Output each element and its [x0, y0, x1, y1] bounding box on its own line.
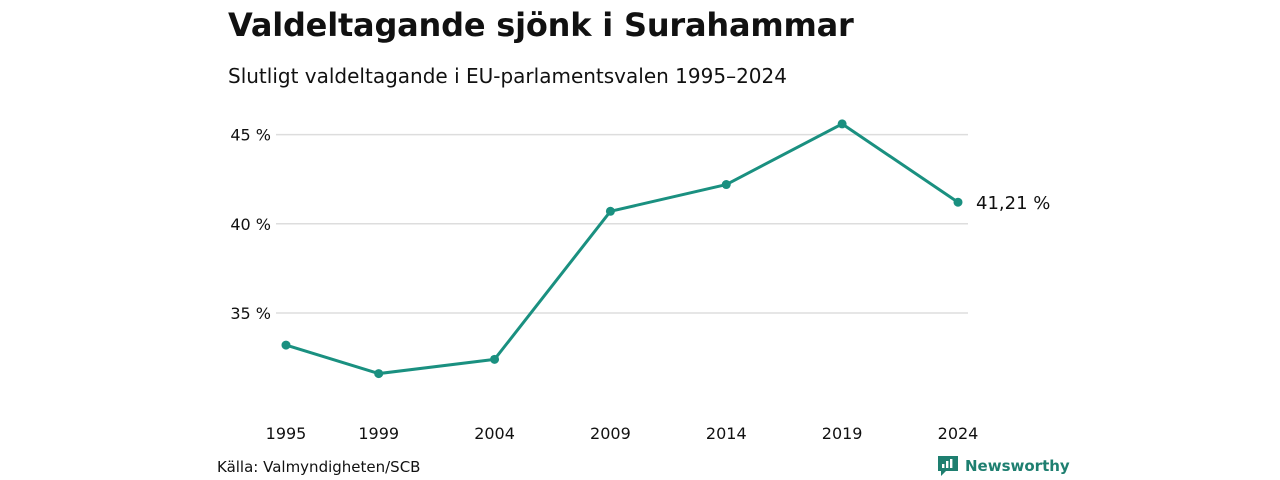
data-point [953, 197, 963, 207]
brand[interactable]: Newsworthy [937, 455, 1070, 477]
x-tick-label: 2004 [474, 424, 515, 443]
data-point [721, 180, 731, 190]
y-tick-label: 35 % [230, 304, 271, 323]
chart-subtitle: Slutligt valdeltagande i EU-parlamentsva… [228, 64, 787, 88]
chart-title: Valdeltagande sjönk i Surahammar [228, 6, 854, 44]
brand-name: Newsworthy [965, 457, 1070, 475]
data-point [374, 369, 384, 379]
data-point [605, 206, 615, 216]
data-point [490, 354, 500, 364]
x-tick-label: 2019 [822, 424, 863, 443]
x-tick-label: 1999 [358, 424, 399, 443]
y-tick-label: 45 % [230, 126, 271, 145]
data-point [837, 119, 847, 129]
source-note: Källa: Valmyndigheten/SCB [217, 458, 421, 476]
x-tick-label: 2024 [938, 424, 979, 443]
data-point [281, 340, 291, 350]
x-tick-label: 1995 [266, 424, 307, 443]
newsworthy-logo-icon [938, 456, 958, 476]
y-tick-label: 40 % [230, 215, 271, 234]
end-value-label: 41,21 % [976, 193, 1050, 214]
x-tick-label: 2014 [706, 424, 747, 443]
series-line [284, 122, 960, 376]
x-tick-label: 2009 [590, 424, 631, 443]
